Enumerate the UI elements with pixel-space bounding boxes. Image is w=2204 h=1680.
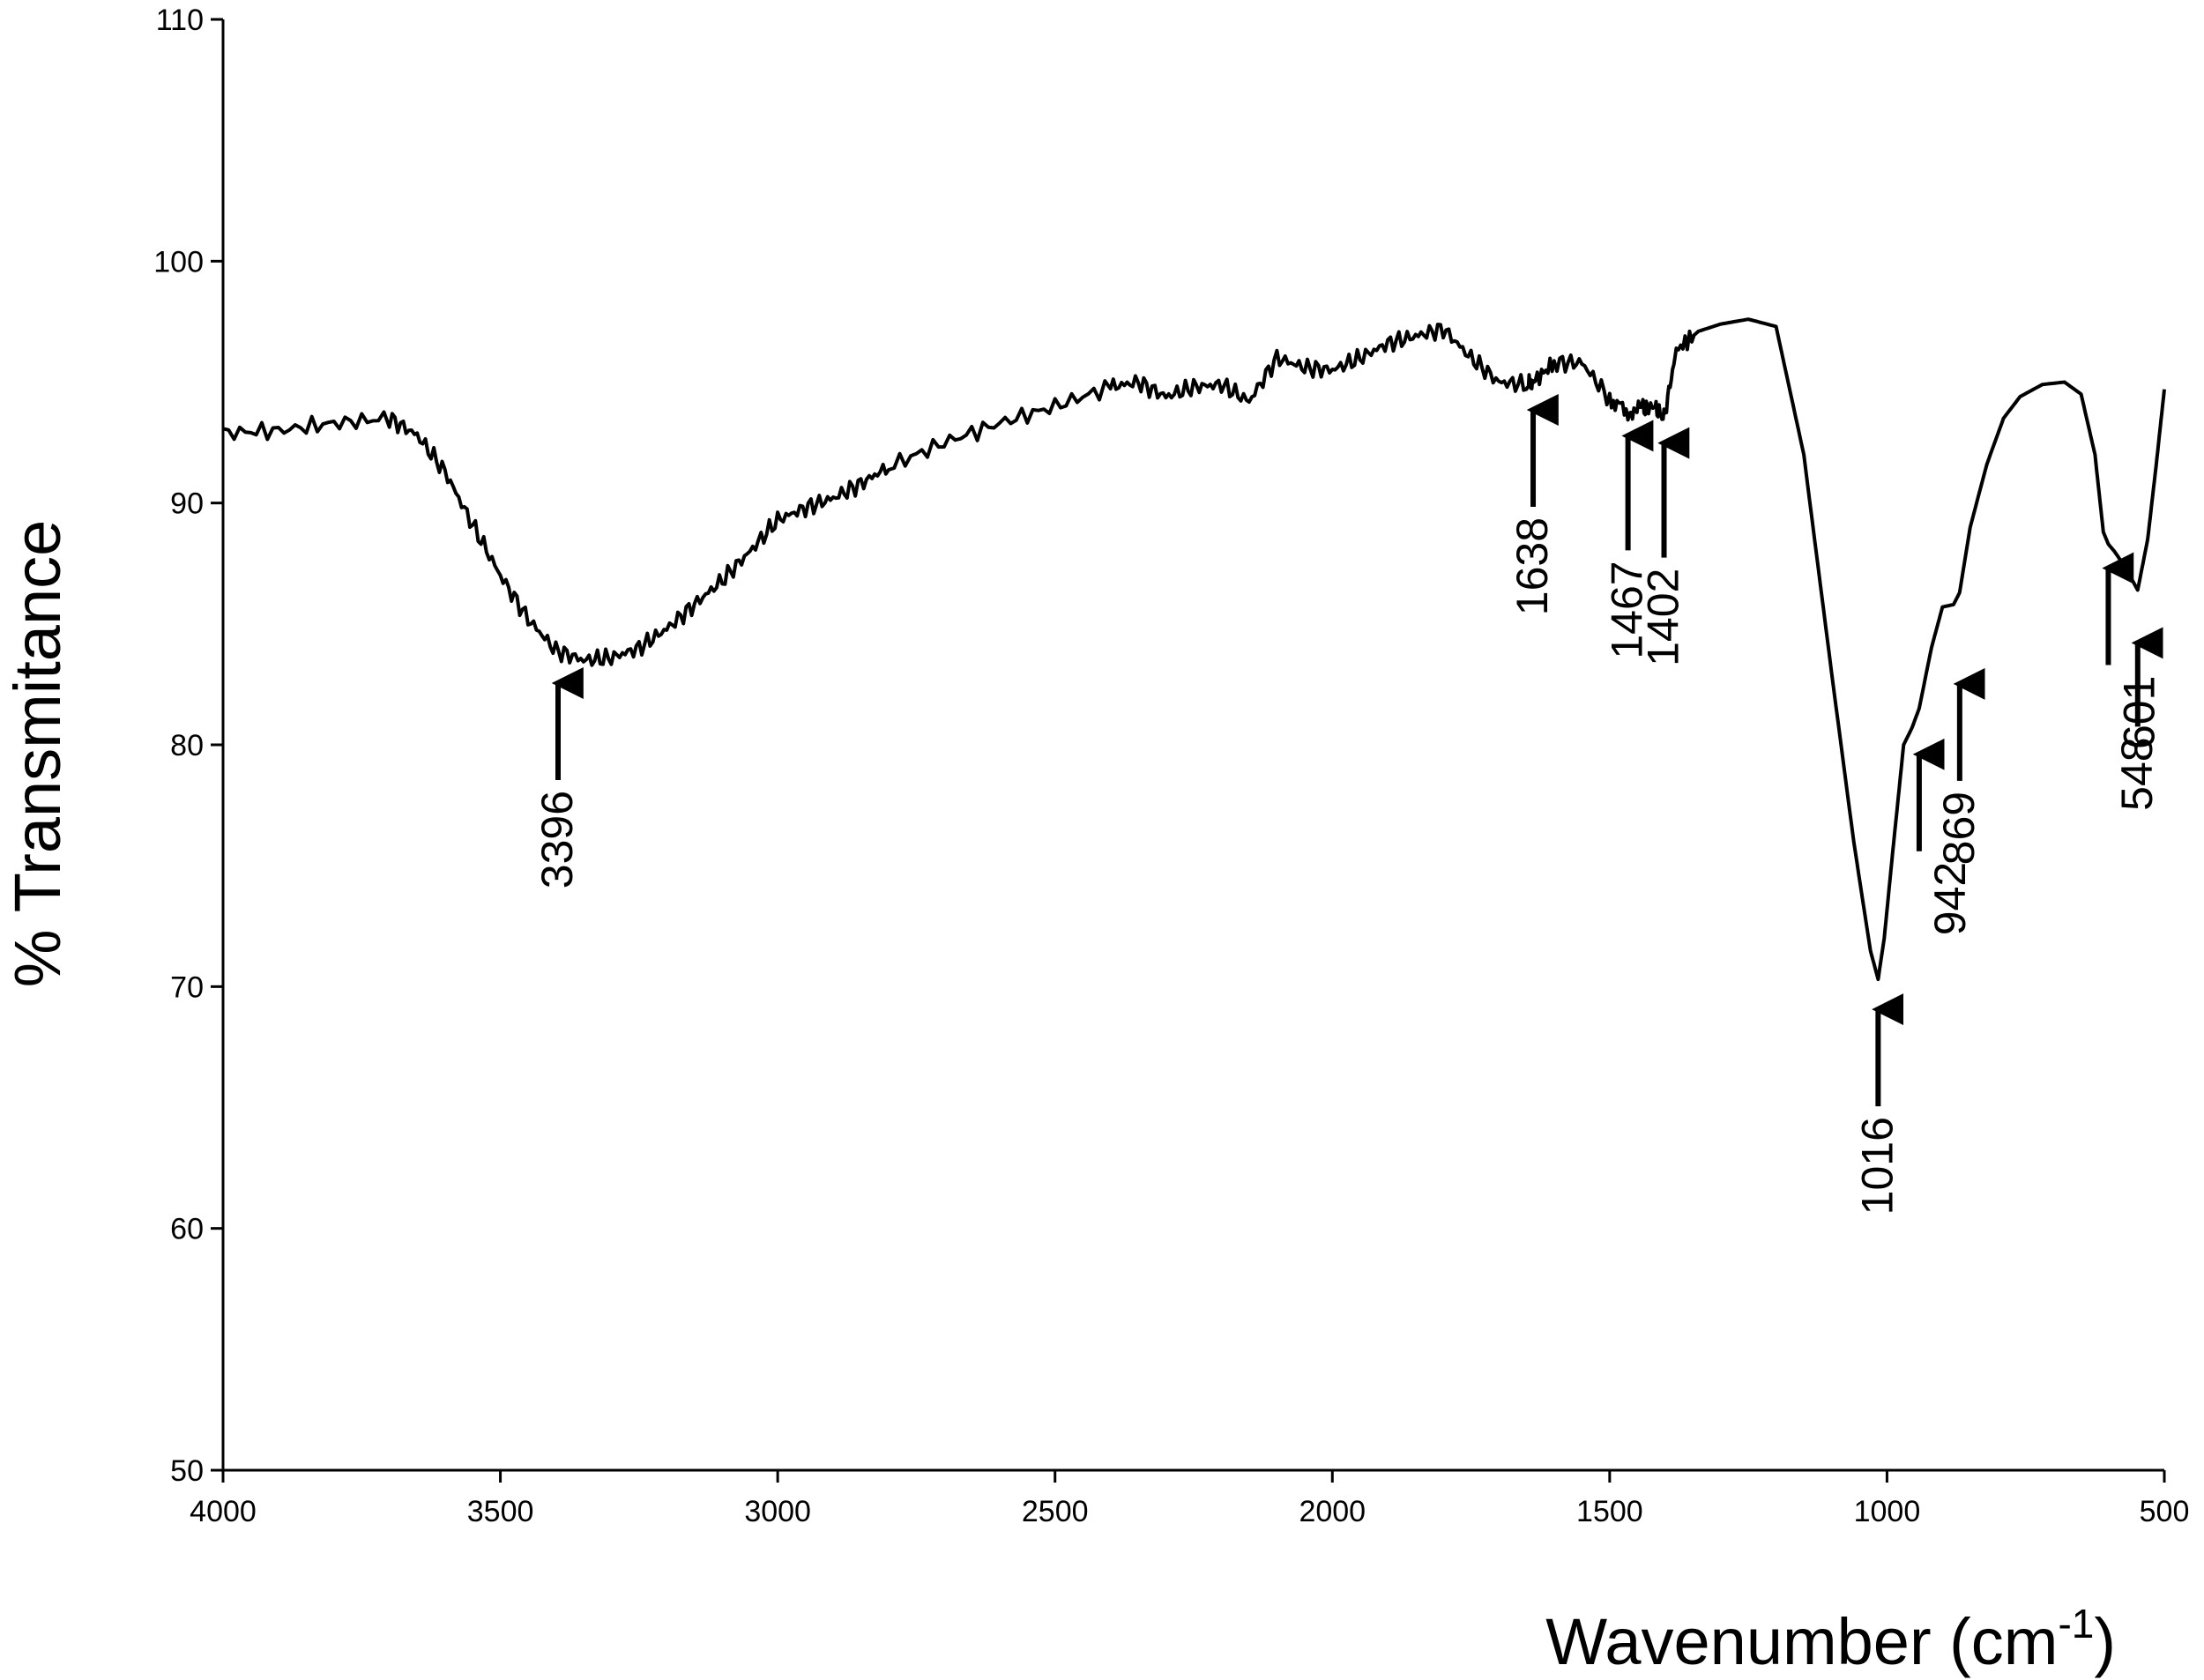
series <box>222 317 2166 982</box>
x-tick-label: 500 <box>2140 1495 2190 1528</box>
peak-annotations: 33961638146714021016942869601548 <box>532 393 2163 1215</box>
peak-label: 1467 <box>1603 561 1652 658</box>
y-axis-title: % Transmitance <box>1 520 74 988</box>
peak-label: 869 <box>1934 792 1984 865</box>
x-tick-label: 2000 <box>1299 1495 1366 1528</box>
y-tick-label: 60 <box>170 1213 204 1246</box>
x-axis-title: Wavenumber (cm-1) <box>1545 1601 2116 1678</box>
y-tick-label: 90 <box>170 487 204 521</box>
peak-label: 1016 <box>1852 1117 1902 1215</box>
peak-label: 3396 <box>532 791 582 888</box>
peak-label: 942 <box>1925 862 1975 935</box>
axes <box>221 19 2164 1472</box>
y-tick-label: 100 <box>153 245 204 279</box>
peak-label: 1638 <box>1508 517 1557 615</box>
y-tick-label: 110 <box>156 4 204 37</box>
spectrum-line <box>222 317 2166 982</box>
x-tick-label: 1000 <box>1854 1495 1921 1528</box>
peak-label: 548 <box>2112 737 2162 810</box>
peak-label: 1402 <box>1639 569 1688 666</box>
y-tick-label: 70 <box>170 970 204 1004</box>
x-tick-label: 1500 <box>1576 1495 1643 1528</box>
y-tick-label: 80 <box>170 729 204 762</box>
x-tick-label: 4000 <box>190 1495 257 1528</box>
y-tick-label: 50 <box>170 1454 204 1488</box>
ticks: 50 60 70 80 90 100 110 4000 3500 3000 2500 2000 1500… <box>153 4 2189 1528</box>
x-tick-label: 2500 <box>1022 1495 1089 1528</box>
x-tick-label: 3000 <box>744 1495 811 1528</box>
x-tick-label: 3500 <box>467 1495 534 1528</box>
